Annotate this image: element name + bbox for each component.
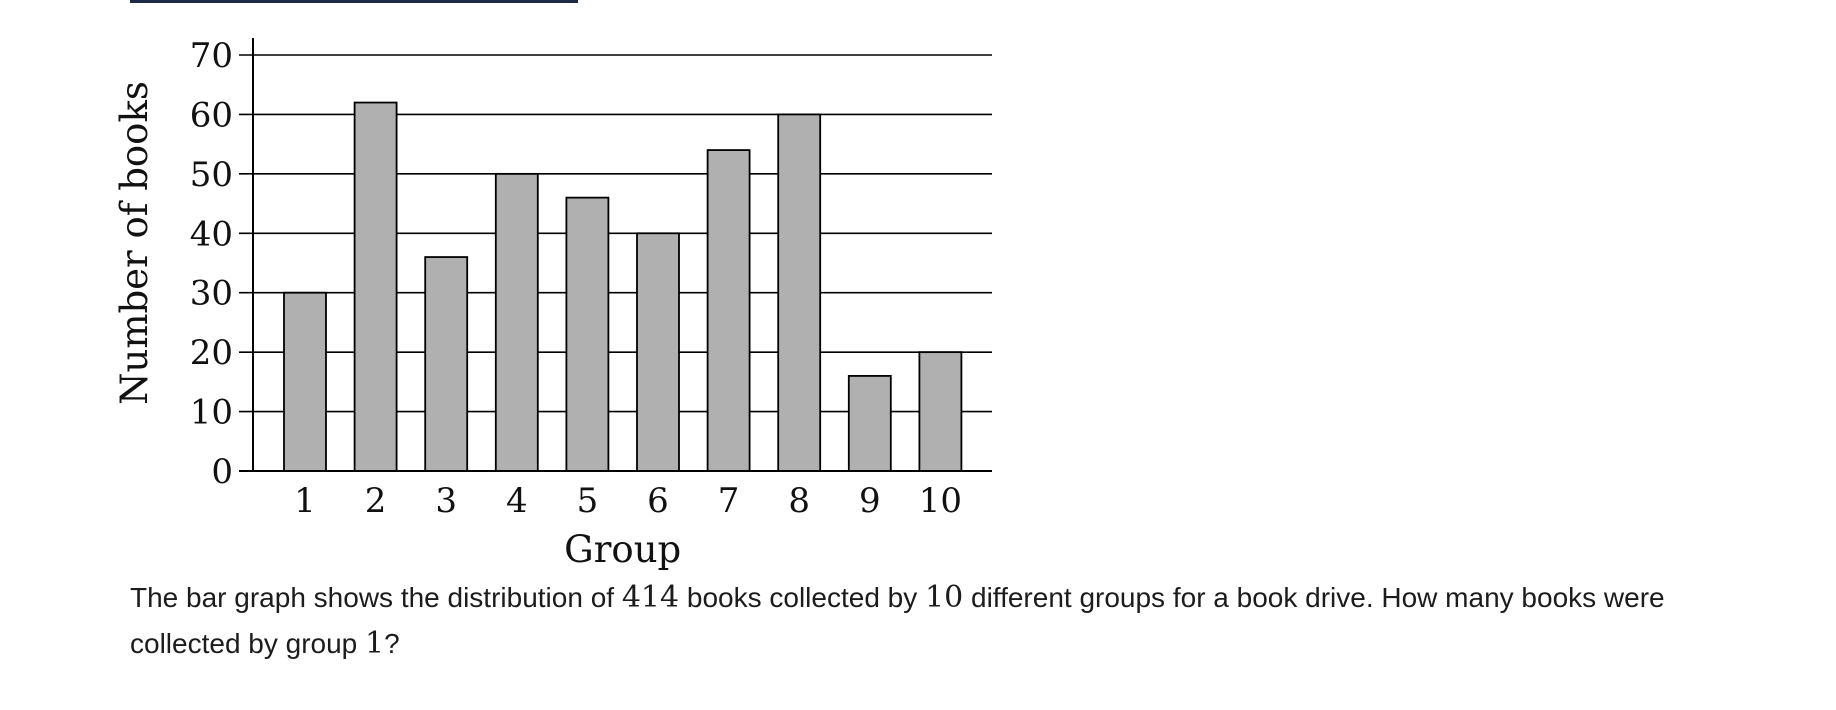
bar-group-7: [706, 149, 751, 472]
y-tick-label: 10: [190, 393, 233, 433]
group-count-value: 10: [925, 580, 964, 615]
question-part-4: ?: [384, 628, 400, 659]
bar-group-10: [918, 351, 963, 472]
bar-group-6: [636, 232, 680, 472]
y-axis-title: Number of books: [115, 81, 156, 405]
bar-group-3: [424, 256, 469, 472]
bars: [283, 101, 963, 472]
question-part-3: different groups for a book drive. How m…: [130, 582, 1665, 659]
bar-chart: 0 10 20 30 40 50 60 70 1 2 3 4 5 6 7 8 9 10 Number of bo…: [115, 36, 992, 571]
x-axis-title: Group: [564, 528, 681, 571]
question-part-1: The bar graph shows the distribution of: [130, 582, 622, 613]
x-tick-label: 6: [647, 481, 669, 521]
y-tick-label: 70: [190, 36, 233, 76]
bar-group-4: [494, 172, 539, 472]
y-tick-label: 30: [190, 274, 233, 314]
x-tick-label: 10: [919, 481, 962, 521]
x-tick-label: 7: [718, 481, 740, 521]
y-tick-label: 60: [190, 95, 233, 135]
total-books-value: 414: [621, 580, 680, 615]
x-tick-label: 1: [294, 481, 316, 521]
gridlines: [239, 54, 992, 413]
question-part-2: books collected by: [679, 582, 926, 613]
y-tick-label: 50: [190, 155, 233, 195]
bar-group-9: [847, 375, 892, 472]
bar-group-8: [777, 113, 822, 472]
x-tick-label: 2: [365, 481, 387, 521]
axes: [239, 38, 992, 472]
y-tick-label: 0: [211, 452, 233, 492]
x-tick-label: 4: [506, 481, 528, 521]
x-tick-label: 3: [435, 481, 457, 521]
y-tick-label: 20: [190, 333, 233, 373]
top-divider-line: [130, 0, 578, 3]
group-number-value: 1: [365, 626, 385, 661]
question-text: The bar graph shows the distribution of …: [130, 575, 1710, 667]
bar-group-5: [565, 196, 610, 472]
bar-group-1: [283, 291, 327, 472]
bar-group-2: [353, 101, 398, 472]
x-tick-label: 5: [577, 481, 599, 521]
x-tick-labels: 1 2 3 4 5 6 7 8 9 10: [294, 481, 962, 521]
y-tick-labels: 0 10 20 30 40 50 60 70: [190, 36, 233, 492]
x-tick-label: 8: [788, 481, 810, 521]
x-tick-label: 9: [859, 481, 881, 521]
y-tick-label: 40: [190, 214, 233, 254]
